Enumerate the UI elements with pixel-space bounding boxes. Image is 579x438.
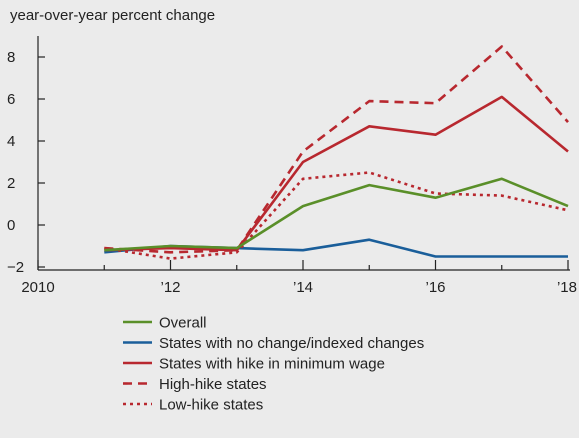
- y-tick-label: 8: [7, 49, 15, 66]
- x-tick-label: ’12: [160, 279, 180, 296]
- legend-label: States with no change/indexed changes: [159, 335, 424, 352]
- legend: Overall States with no change/indexed cha…: [123, 315, 424, 414]
- series-line: [104, 177, 569, 252]
- legend-label: States with hike in minimum wage: [159, 356, 385, 373]
- series-lines: [104, 45, 569, 260]
- axes: −2 0 2 4 6 8 2010 ’12 ’14 ’16 ’18: [7, 36, 577, 296]
- x-tick-label: 2010: [21, 279, 54, 296]
- series-line: [104, 45, 569, 254]
- legend-label: High-hike states: [159, 376, 267, 393]
- series-line: [104, 95, 569, 252]
- y-tick-label: 6: [7, 91, 15, 108]
- x-tick-label: ’14: [293, 279, 313, 296]
- legend-label: Low-hike states: [159, 397, 263, 414]
- series-line: [104, 171, 569, 260]
- y-axis-label: year-over-year percent change: [10, 7, 215, 24]
- y-tick-label: 0: [7, 217, 15, 234]
- x-tick-label: ’16: [425, 279, 445, 296]
- y-tick-label: −2: [7, 259, 24, 276]
- y-tick-label: 4: [7, 133, 15, 150]
- y-tick-label: 2: [7, 175, 15, 192]
- legend-label: Overall: [159, 315, 207, 332]
- x-tick-label: ’18: [557, 279, 577, 296]
